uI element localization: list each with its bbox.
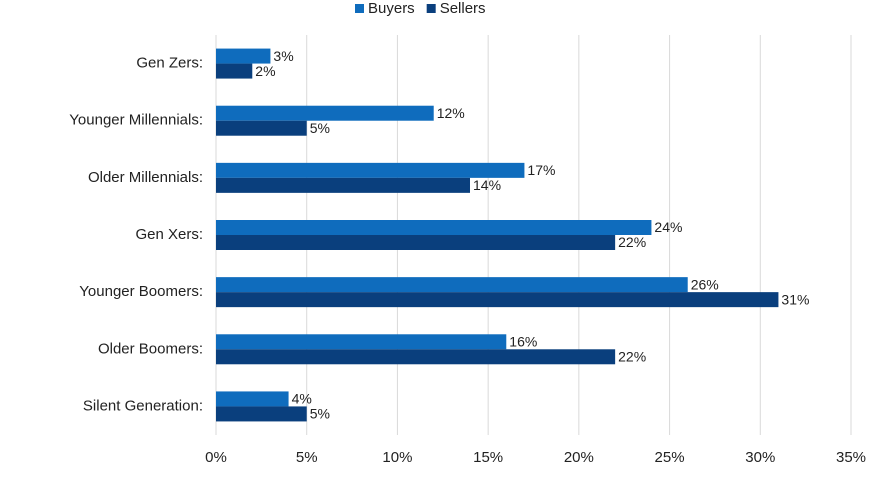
x-tick-label: 25%	[655, 449, 685, 466]
value-label: 17%	[527, 162, 555, 178]
bar	[216, 177, 470, 193]
value-label: 3%	[273, 48, 293, 64]
value-label: 16%	[509, 333, 537, 349]
bar	[216, 120, 307, 136]
bar	[216, 334, 507, 350]
bar	[216, 277, 688, 293]
bar	[216, 292, 779, 308]
value-label: 22%	[618, 234, 646, 250]
x-tick-label: 0%	[205, 449, 227, 466]
value-label: 26%	[691, 276, 719, 292]
y-tick-label: Older Millennials:	[88, 169, 203, 186]
legend-swatch	[426, 4, 436, 13]
y-tick-label: Silent Generation:	[83, 397, 203, 414]
bar	[216, 105, 434, 121]
bar	[216, 220, 652, 235]
value-label: 5%	[310, 406, 330, 422]
bar	[216, 235, 616, 250]
bar	[216, 162, 525, 178]
x-tick-label: 35%	[836, 449, 866, 466]
y-tick-label: Younger Boomers:	[79, 283, 203, 300]
value-label: 5%	[310, 120, 330, 136]
y-tick-label: Gen Xers:	[135, 226, 203, 243]
value-label: 14%	[473, 177, 501, 193]
value-label: 24%	[654, 219, 682, 235]
value-label: 2%	[255, 63, 275, 79]
y-tick-label: Gen Zers:	[136, 55, 203, 72]
legend-swatch	[355, 4, 364, 13]
bar	[216, 406, 307, 422]
value-label: 22%	[618, 348, 646, 364]
x-tick-label: 10%	[382, 449, 412, 466]
bar	[216, 48, 271, 64]
bar	[216, 63, 253, 79]
value-label: 4%	[292, 391, 312, 407]
legend-label: Buyers	[368, 0, 415, 17]
y-tick-label: Older Boomers:	[98, 340, 203, 357]
x-tick-label: 15%	[473, 449, 503, 466]
value-label: 12%	[437, 105, 465, 121]
bar	[216, 349, 616, 365]
y-tick-label: Younger Millennials:	[69, 112, 203, 129]
bar	[216, 391, 289, 407]
value-label: 31%	[781, 291, 809, 307]
x-tick-label: 20%	[564, 449, 594, 466]
x-tick-label: 30%	[745, 449, 775, 466]
legend-label: Sellers	[440, 0, 486, 17]
x-tick-label: 5%	[296, 449, 318, 466]
